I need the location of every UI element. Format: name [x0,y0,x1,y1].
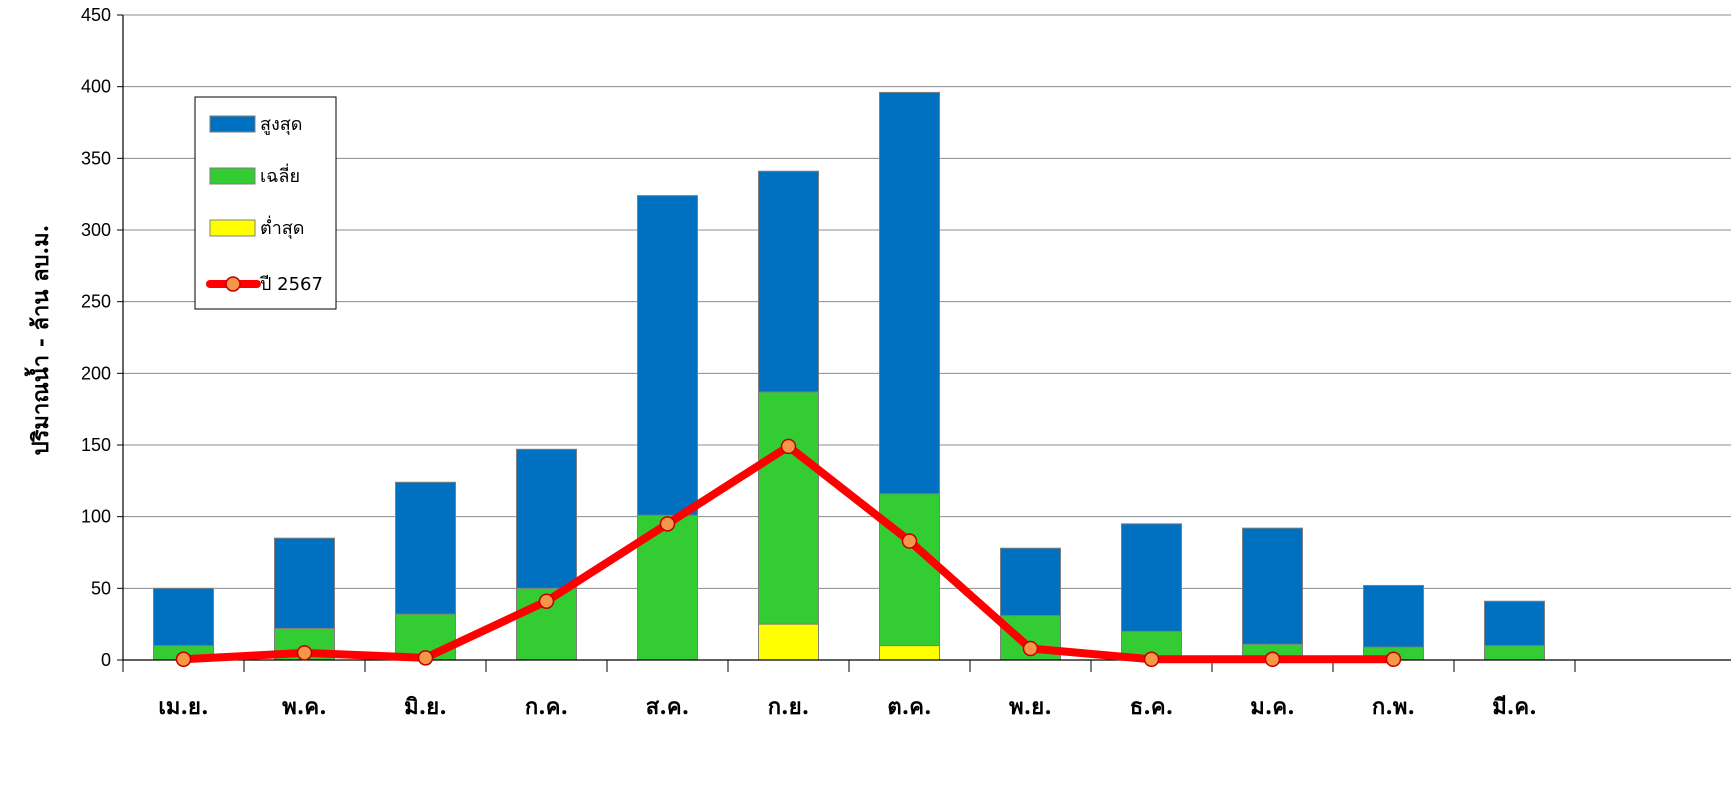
bar-เฉลี่ย [1484,645,1545,661]
y-tick-label: 50 [91,578,111,598]
legend-swatch [209,167,256,185]
y-tick-label: 100 [81,507,111,527]
x-tick-label: ม.ค. [1250,694,1295,720]
legend-swatch [209,219,256,237]
x-tick-label: เม.ย. [158,694,208,720]
y-tick-label: 0 [101,650,111,670]
line-point [780,438,797,455]
line-point [901,533,918,549]
x-tick-label: ต.ค. [887,694,931,720]
y-tick-label: 300 [81,220,111,240]
x-tick-label: ส.ค. [646,694,689,720]
y-axis-label: ปริมาณน้ำ - ล้าน ลบ.ม. [24,225,54,456]
bar-ต่ำสุด [758,623,819,661]
legend-label: เฉลี่ย [260,163,300,187]
bar-เฉลี่ย [758,391,819,661]
bars-group [153,91,1545,661]
line-series-group [175,438,1402,668]
x-tick-label: มี.ค. [1492,694,1537,720]
bar-เฉลี่ย [879,493,940,661]
y-tick-label: 150 [81,435,111,455]
line-point [1143,651,1160,668]
x-tick-label: ก.พ. [1372,694,1415,720]
bar-ต่ำสุด [879,645,940,661]
x-tick-label: ธ.ค. [1130,694,1173,720]
line-point [1264,651,1281,668]
y-tick-label: 250 [81,292,111,312]
y-tick-label: 400 [81,77,111,97]
bar-สูงสุด [1242,527,1303,661]
x-tick-label: พ.ค. [282,694,327,720]
legend-marker [225,276,241,292]
legend-label: ปี 2567 [260,274,323,295]
line-point [659,516,676,532]
axes: 0 50 100 150 200 250 300 350 400 450 เม.ย. พ.ค. มิ.ย… [81,5,1731,720]
line-point [538,593,555,609]
line-point [296,645,313,661]
x-tick-label: ก.ค. [525,694,568,720]
y-tick-label: 200 [81,363,111,383]
line-point [1022,640,1039,657]
line-point [175,651,192,668]
y-tick-label: 350 [81,148,111,168]
line-point [417,650,434,666]
x-tick-label: มิ.ย. [404,694,447,720]
x-tick-label: พ.ย. [1009,694,1052,720]
legend-swatch [209,115,256,133]
legend-label: สูงสุด [260,114,302,135]
x-tick-label: ก.ย. [768,694,810,720]
line-point [1385,651,1402,668]
y-tick-label: 450 [81,5,111,25]
legend-label: ต่ำสุด [260,215,304,239]
